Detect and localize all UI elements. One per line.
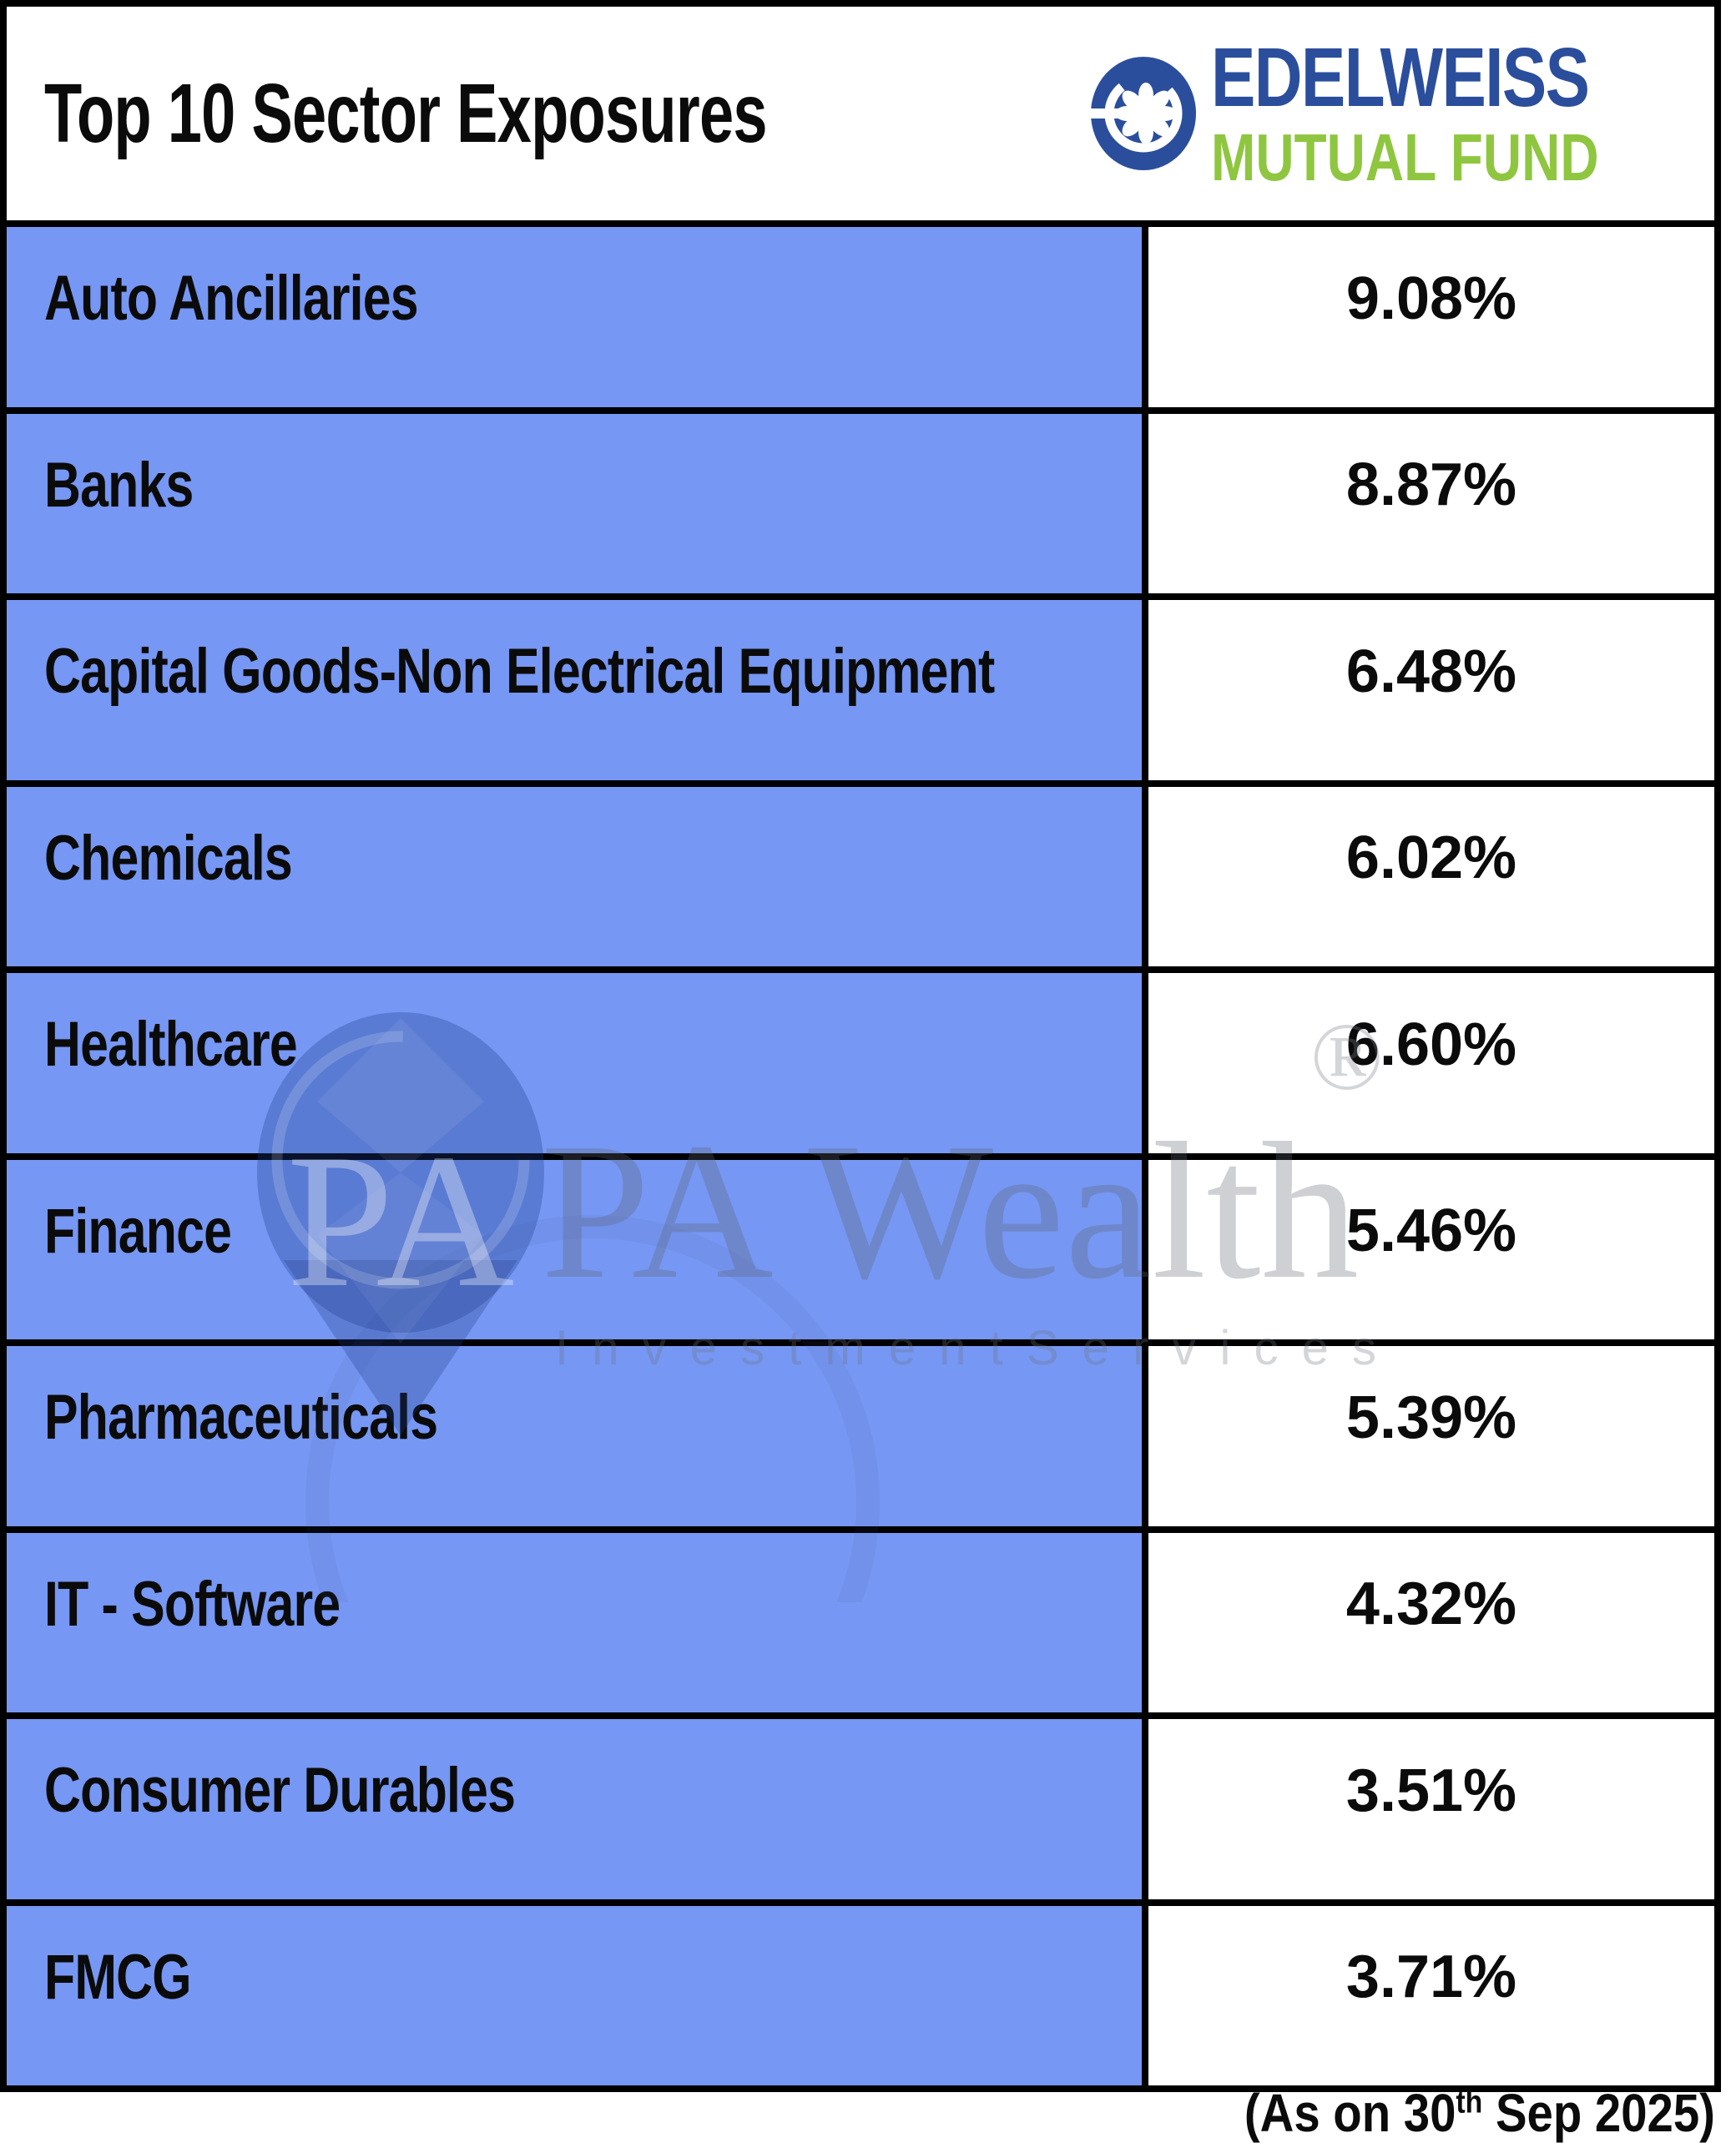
edelweiss-flower-icon — [1091, 57, 1197, 170]
value-cell: 6.60% — [1142, 973, 1714, 1153]
sector-cell: Finance — [7, 1159, 1142, 1339]
sector-value: 3.71% — [1345, 1944, 1517, 2011]
table-row: Pharmaceuticals 5.39% — [7, 1339, 1714, 1526]
value-cell: 6.02% — [1142, 786, 1714, 966]
table-row: IT - Software 4.32% — [7, 1525, 1714, 1712]
table-row: Consumer Durables 3.51% — [7, 1712, 1714, 1899]
sector-cell: Banks — [7, 413, 1142, 593]
value-cell: 3.71% — [1142, 1905, 1714, 2085]
sector-value: 6.02% — [1345, 824, 1517, 892]
value-cell: 5.39% — [1142, 1346, 1714, 1526]
table-header: Top 10 Sector Exposures — [7, 7, 1714, 220]
edelweiss-mutual-fund-label: MUTUAL FUND — [1211, 120, 1599, 194]
table-row: Banks 8.87% — [7, 406, 1714, 593]
as-on-date-ordinal: th — [1456, 2084, 1483, 2120]
sector-value: 5.46% — [1345, 1198, 1517, 1265]
sector-value: 8.87% — [1345, 451, 1517, 519]
sector-cell: Chemicals — [7, 786, 1142, 966]
value-cell: 8.87% — [1142, 413, 1714, 593]
sector-label: Chemicals — [44, 822, 293, 894]
edelweiss-brand-name: EDELWEISS — [1211, 31, 1590, 124]
sector-value: 3.51% — [1345, 1757, 1517, 1824]
sector-exposure-table: Top 10 Sector Exposures — [0, 0, 1721, 2092]
sector-label: FMCG — [44, 1941, 192, 2013]
sector-cell: IT - Software — [7, 1532, 1142, 1712]
sector-value: 9.08% — [1345, 265, 1517, 332]
value-cell: 6.48% — [1142, 600, 1714, 780]
edelweiss-logo: EDELWEISS MUTUAL FUND — [1091, 36, 1696, 191]
value-cell: 3.51% — [1142, 1719, 1714, 1899]
sector-label: Finance — [44, 1195, 232, 1267]
sector-label: Healthcare — [44, 1009, 298, 1081]
sector-value: 5.39% — [1345, 1384, 1517, 1451]
value-cell: 5.46% — [1142, 1159, 1714, 1339]
sector-cell: Pharmaceuticals — [7, 1346, 1142, 1526]
sector-label: IT - Software — [44, 1568, 341, 1640]
sector-cell: Healthcare — [7, 973, 1142, 1153]
sector-value: 4.32% — [1345, 1571, 1517, 1638]
table-row: Finance 5.46% — [7, 1152, 1714, 1339]
table-row: Healthcare 6.60% — [7, 966, 1714, 1153]
as-on-date-pre: (As on 30 — [1244, 2083, 1456, 2143]
table-row: FMCG 3.71% — [7, 1898, 1714, 2085]
sector-cell: FMCG — [7, 1905, 1142, 2085]
sector-value: 6.48% — [1345, 638, 1517, 705]
table-body: Auto Ancillaries 9.08% Banks 8.87% Capit… — [7, 220, 1714, 2085]
page-title: Top 10 Sector Exposures — [44, 66, 768, 160]
sector-label: Banks — [44, 449, 194, 521]
edelweiss-logo-text: EDELWEISS MUTUAL FUND — [1211, 36, 1696, 191]
table-row: Capital Goods-Non Electrical Equipment 6… — [7, 593, 1714, 780]
table-row: Auto Ancillaries 9.08% — [7, 220, 1714, 407]
sector-cell: Capital Goods-Non Electrical Equipment — [7, 600, 1142, 780]
as-on-date: (As on 30th Sep 2025) — [0, 2086, 1715, 2140]
sector-cell: Auto Ancillaries — [7, 227, 1142, 407]
as-on-date-post: Sep 2025) — [1482, 2083, 1715, 2143]
value-cell: 9.08% — [1142, 227, 1714, 407]
sector-label: Consumer Durables — [44, 1755, 516, 1827]
value-cell: 4.32% — [1142, 1532, 1714, 1712]
sector-label: Capital Goods-Non Electrical Equipment — [44, 636, 995, 708]
sector-label: Auto Ancillaries — [44, 263, 419, 335]
sector-label: Pharmaceuticals — [44, 1382, 438, 1454]
sector-value: 6.60% — [1345, 1011, 1517, 1078]
sector-cell: Consumer Durables — [7, 1719, 1142, 1899]
table-row: Chemicals 6.02% — [7, 779, 1714, 966]
